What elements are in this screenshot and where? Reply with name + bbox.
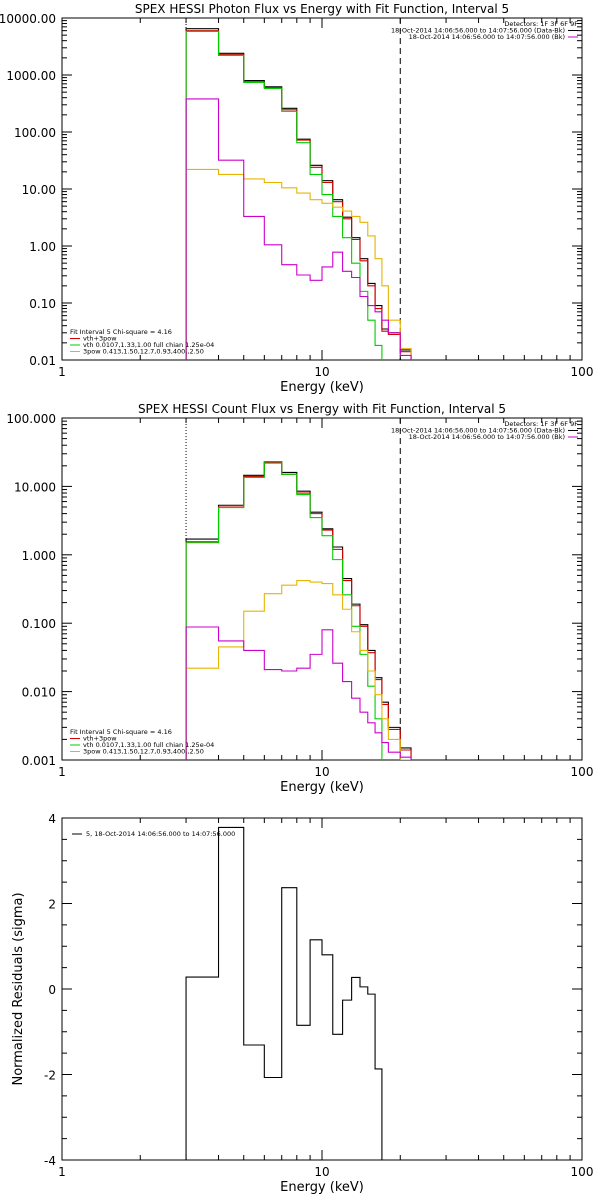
y-tick-label: 2	[48, 898, 56, 912]
series-residuals-line	[185, 826, 383, 1160]
series-thermal-line	[185, 30, 383, 360]
y-tick-label: 4	[48, 812, 56, 826]
y-tick-label: 0	[48, 983, 56, 997]
x-tick-label: 100	[571, 765, 594, 779]
y-tick-label: 1.00	[29, 240, 56, 254]
x-tick-label: 100	[571, 365, 594, 379]
y-tick-label: 0.100	[22, 617, 56, 631]
legend-entry: Detectors: 1F 3F 6F 9F	[504, 420, 578, 428]
x-axis-title: Energy (keV)	[280, 1180, 364, 1195]
x-axis-title: Energy (keV)	[280, 780, 364, 795]
y-tick-label: 1000.00	[6, 69, 56, 83]
series-thermal-line	[185, 461, 383, 760]
y-tick-label: -4	[44, 1154, 56, 1168]
x-tick-label: 1	[58, 1165, 66, 1179]
legend-entry: 18-Oct-2014 14:06:56.000 to 14:07:56.000…	[409, 33, 565, 41]
legend-entry: Fit Interval 5 Chi-square = 4.16	[70, 728, 172, 736]
x-axis-title: Energy (keV)	[280, 380, 364, 395]
y-tick-label: 0.010	[22, 686, 56, 700]
series-data-line	[185, 28, 412, 360]
y-tick-label: 10.00	[22, 183, 56, 197]
series-total_fit-line	[185, 462, 412, 760]
x-tick-label: 10	[314, 365, 329, 379]
legend-entry: 5, 18-Oct-2014 14:06:56.000 to 14:07:56.…	[86, 830, 235, 838]
legend-entry: 3pow 0.413,1.50,12.7,0.93,400.,2.50	[83, 348, 204, 356]
legend-entry: 18-Oct-2014 14:06:56.000 to 14:07:56.000…	[409, 433, 565, 441]
plot-frame	[61, 817, 583, 1161]
chart-panel-3: 1 10 100 Energy (keV) -4 -2 0 2 4 Normalized Resi…	[11, 812, 593, 1195]
series-total_fit-line	[185, 30, 412, 360]
y-tick-label: 100.00	[14, 126, 56, 140]
x-tick-label: 1	[58, 365, 66, 379]
legend-entry: vth 0.0107,1.33,1.00 full chian 1.25e-04	[83, 741, 214, 749]
x-tick-label: 10	[314, 1165, 329, 1179]
y-tick-label: 0.10	[29, 297, 56, 311]
legend-entry: vth+3pow	[83, 735, 117, 743]
series-background-line	[185, 626, 412, 760]
y-tick-label: 10000.00	[0, 12, 56, 26]
legend-entry: Detectors: 1F 3F 6F 9F	[504, 20, 578, 28]
y-tick-label: 10.000	[14, 480, 56, 494]
series-powerlaw-line	[185, 168, 412, 360]
series-powerlaw-line	[185, 580, 412, 760]
x-tick-label: 10	[314, 765, 329, 779]
y-tick-label: 0.001	[22, 754, 56, 768]
legend-entry: 3pow 0.413,1.50,12.7,0.93,400.,2.50	[83, 748, 204, 756]
series-data-line	[185, 461, 412, 760]
chart-title: SPEX HESSI Photon Flux vs Energy with Fi…	[135, 2, 509, 16]
legend-entry: 18-Oct-2014 14:06:56.000 to 14:07:56.000…	[391, 427, 565, 435]
legend-entry: vth+3pow	[83, 335, 117, 343]
chart-panel-1: SPEX HESSI Photon Flux vs Energy with Fi…	[0, 2, 593, 395]
chart-panel-2: SPEX HESSI Count Flux vs Energy with Fit…	[6, 402, 593, 795]
legend-entry: Fit Interval 5 Chi-square = 4.16	[70, 328, 172, 336]
y-axis-title: Normalized Residuals (sigma)	[11, 892, 26, 1085]
series-background-line	[185, 98, 412, 360]
y-tick-label: 1.000	[22, 549, 56, 563]
y-tick-label: -2	[44, 1069, 56, 1083]
x-tick-label: 100	[571, 1165, 594, 1179]
plot-frame	[61, 417, 583, 761]
legend-entry: vth 0.0107,1.33,1.00 full chian 1.25e-04	[83, 341, 214, 349]
legend-entry: 18-Oct-2014 14:06:56.000 to 14:07:56.000…	[391, 27, 565, 35]
chart-title: SPEX HESSI Count Flux vs Energy with Fit…	[138, 402, 506, 416]
y-tick-label: 0.01	[29, 354, 56, 368]
y-tick-label: 100.000	[6, 412, 56, 426]
x-tick-label: 1	[58, 765, 66, 779]
